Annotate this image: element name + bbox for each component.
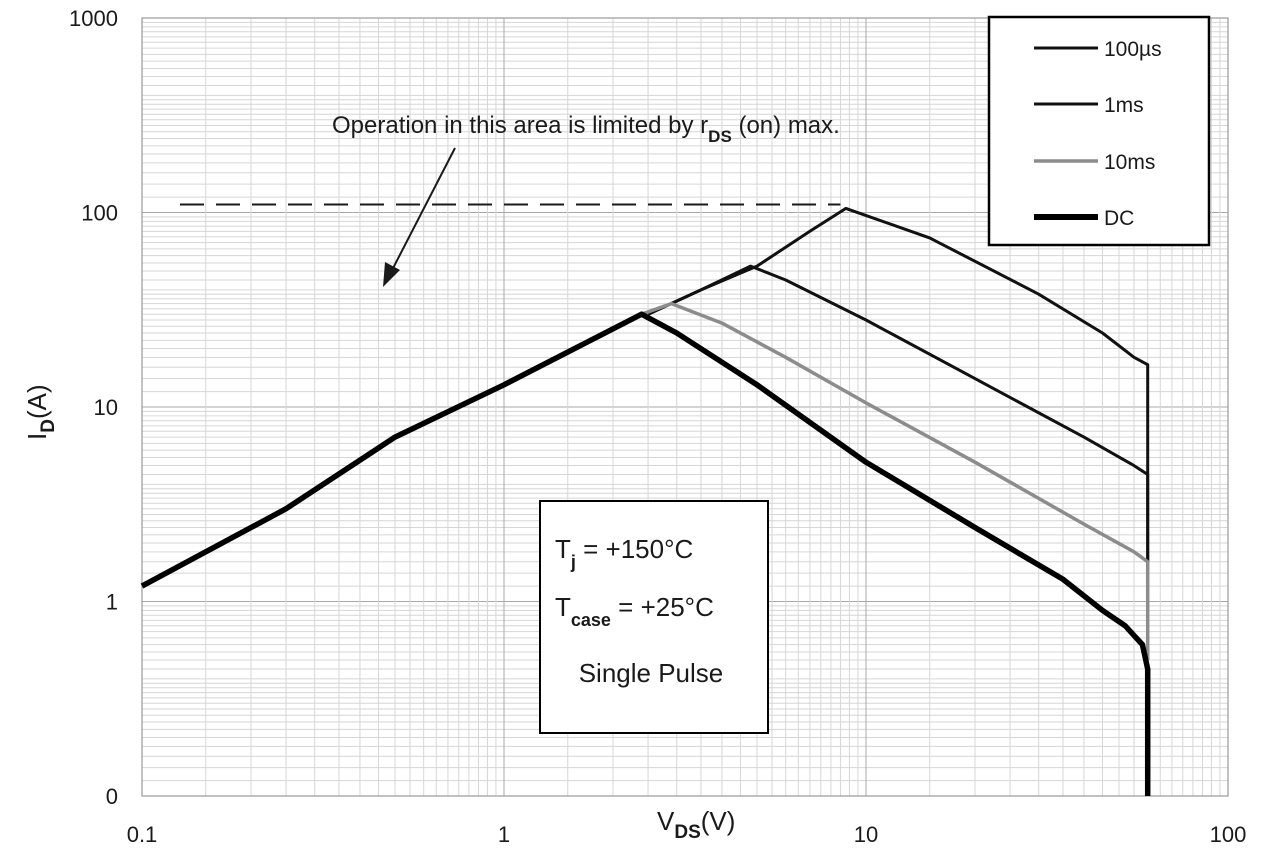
- annotation-text: Operation in this area is limited by rDS…: [332, 112, 840, 146]
- legend: 100µs 1ms 10ms DC: [987, 15, 1211, 247]
- x-tick-label: 10: [854, 822, 878, 847]
- x-axis-title: VDS(V): [657, 806, 735, 843]
- legend-label-100us: 100µs: [1104, 38, 1162, 61]
- y-tick-label: 1: [106, 590, 118, 615]
- y-tick-label: 10: [94, 395, 118, 420]
- y-tick-label: 0: [106, 784, 118, 809]
- legend-label-10ms: 10ms: [1104, 151, 1155, 174]
- conditions-box: Tj = +150°C Tcase = +25°C Single Pulse: [539, 500, 769, 734]
- y-tick-label: 100: [81, 201, 118, 226]
- series-10ms-line: [641, 301, 1150, 661]
- x-tick-label: 1: [498, 822, 510, 847]
- series-1ms-line: [647, 264, 1150, 562]
- condition-single-pulse: Single Pulse: [579, 658, 724, 688]
- legend-label-dc: DC: [1104, 207, 1134, 230]
- plot-frame: [141, 17, 1229, 797]
- tick-labels: 0 1 10 100 1000 0.1 1 10 100: [69, 6, 1246, 847]
- series-lines: [140, 206, 1151, 796]
- series-100us-line: [647, 206, 1150, 562]
- condition-tcase: Tcase = +25°C: [555, 592, 714, 630]
- condition-tj: Tj = +150°C: [555, 534, 693, 572]
- annotation-arrow: [383, 147, 456, 287]
- y-tick-label: 1000: [69, 6, 118, 31]
- conditions-frame: [539, 500, 769, 734]
- y-axis-title: ID(A): [22, 384, 59, 440]
- series-dc-line: [140, 311, 1151, 796]
- legend-box: [987, 15, 1211, 247]
- x-tick-label: 100: [1210, 822, 1247, 847]
- x-tick-label: 0.1: [127, 822, 158, 847]
- legend-label-1ms: 1ms: [1104, 94, 1144, 117]
